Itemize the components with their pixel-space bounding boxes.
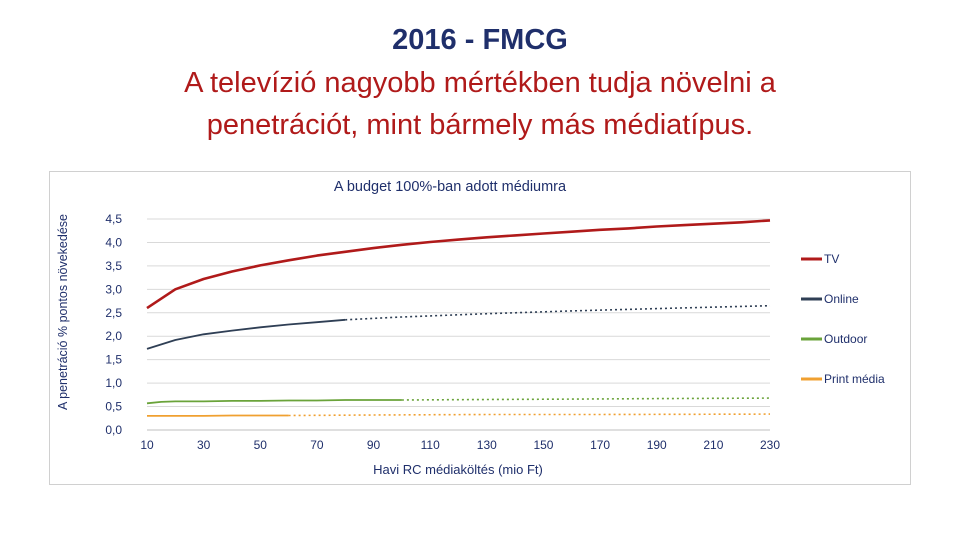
y-tick-label: 0,0 <box>105 423 122 437</box>
series-line-outdoor <box>146 399 402 405</box>
series-forecast-line-outdoor <box>401 397 771 401</box>
y-tick-label: 3,5 <box>105 259 122 273</box>
slide-title: 2016 - FMCG <box>392 24 568 56</box>
y-tick-label: 2,0 <box>105 329 122 343</box>
x-tick-label: 210 <box>703 438 723 452</box>
series-forecast-line-online <box>345 304 771 321</box>
legend-label-online: Online <box>824 292 859 306</box>
y-tick-label: 1,0 <box>105 376 122 390</box>
x-tick-label: 130 <box>477 438 497 452</box>
x-axis-label: Havi RC médiaköltés (mio Ft) <box>373 462 543 477</box>
x-tick-label: 230 <box>760 438 780 452</box>
y-tick-label: 1,5 <box>105 353 122 367</box>
y-tick-label: 4,0 <box>105 235 122 249</box>
y-tick-label: 2,5 <box>105 306 122 320</box>
line-chart: A budget 100%-ban adott médiumra A penet… <box>56 179 885 477</box>
y-axis-label: A penetráció % pontos növekedése <box>56 214 70 410</box>
x-tick-label: 110 <box>421 438 440 452</box>
series-line-tv <box>146 219 771 310</box>
series-line-online <box>146 318 346 350</box>
y-tick-label: 0,5 <box>105 400 122 414</box>
series-forecast-line-print-m-dia <box>288 413 771 417</box>
x-tick-label: 90 <box>367 438 381 452</box>
x-tick-label: 170 <box>590 438 610 452</box>
y-tick-label: 4,5 <box>105 212 122 226</box>
y-tick-label: 3,0 <box>105 282 122 296</box>
chart-title: A budget 100%-ban adott médiumra <box>334 179 567 195</box>
subtitle-line-2: penetrációt, mint bármely más médiatípus… <box>206 109 754 141</box>
slide-subtitle: A televízió nagyobb mértékben tudja növe… <box>40 62 920 146</box>
x-tick-label: 150 <box>533 438 553 452</box>
legend-label-tv: TV <box>824 252 839 266</box>
x-tick-label: 10 <box>140 438 154 452</box>
x-tick-label: 30 <box>197 438 211 452</box>
subtitle-line-1: A televízió nagyobb mértékben tudja növe… <box>184 67 776 99</box>
x-tick-label: 70 <box>310 438 324 452</box>
x-tick-label: 190 <box>647 438 667 452</box>
legend-label-print-m-dia: Print média <box>824 372 885 386</box>
chart-container: A budget 100%-ban adott médiumra A penet… <box>49 171 911 485</box>
legend-label-outdoor: Outdoor <box>824 332 867 346</box>
x-tick-label: 50 <box>254 438 268 452</box>
